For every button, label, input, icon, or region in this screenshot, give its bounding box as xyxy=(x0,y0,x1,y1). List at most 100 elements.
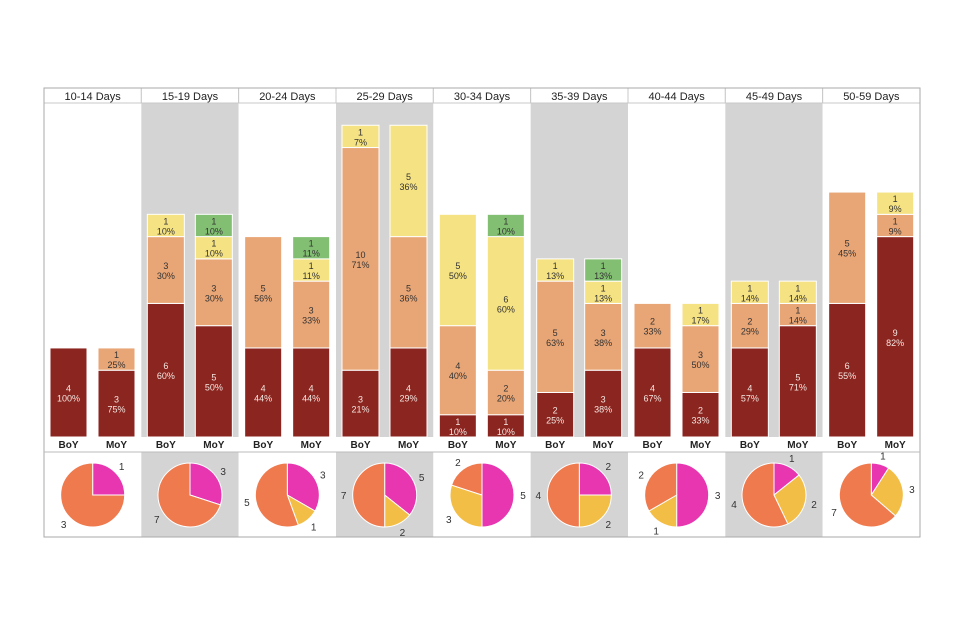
data-label-count: 5 xyxy=(795,372,800,382)
data-label-count: 5 xyxy=(406,172,411,182)
data-label-count: 1 xyxy=(601,261,606,271)
pie-label: 2 xyxy=(400,528,406,539)
data-label-percent: 21% xyxy=(351,405,369,415)
data-label-count: 3 xyxy=(114,395,119,405)
x-tick-label: MoY xyxy=(203,440,224,451)
data-label-count: 1 xyxy=(211,216,216,226)
data-label-percent: 71% xyxy=(789,382,807,392)
pie-label: 7 xyxy=(154,515,160,526)
data-label-percent: 33% xyxy=(302,316,320,326)
panel: 45-49 Days457%229%114%BoY571%114%114%MoY… xyxy=(724,87,824,537)
bar-segment xyxy=(194,213,233,238)
pie-slice xyxy=(578,462,612,496)
bar-segment xyxy=(681,302,720,327)
panel-title: 40-44 Days xyxy=(649,91,706,103)
pie-slice xyxy=(644,462,678,512)
data-label-count: 3 xyxy=(698,350,703,360)
panel-title: 45-49 Days xyxy=(746,91,803,103)
bar-segment xyxy=(633,347,672,438)
panel-title: 10-14 Days xyxy=(65,91,122,103)
bar-segment xyxy=(536,280,575,393)
x-tick-label: BoY xyxy=(448,440,468,451)
panel-title: 50-59 Days xyxy=(843,91,900,103)
bar-segment xyxy=(49,347,88,438)
x-tick-label: MoY xyxy=(495,440,516,451)
pie-slice xyxy=(773,474,807,525)
pie-label: 4 xyxy=(731,500,737,511)
data-label-percent: 56% xyxy=(254,293,272,303)
data-label-percent: 30% xyxy=(157,271,175,281)
bar-segment xyxy=(876,191,915,215)
data-label-count: 6 xyxy=(845,361,850,371)
x-tick-label: MoY xyxy=(301,440,322,451)
data-label-count: 1 xyxy=(163,216,168,226)
data-label-percent: 40% xyxy=(449,371,467,381)
panel: 30-34 Days110%440%550%BoY110%220%660%110… xyxy=(432,87,532,537)
data-label-percent: 38% xyxy=(594,338,612,348)
bar-segment xyxy=(584,302,623,371)
bar-segment xyxy=(584,369,623,438)
data-label-count: 6 xyxy=(163,361,168,371)
data-label-percent: 14% xyxy=(789,316,807,326)
data-label-percent: 10% xyxy=(497,427,515,437)
pie-slice xyxy=(189,462,223,506)
data-label-percent: 11% xyxy=(302,249,319,259)
data-label-count: 1 xyxy=(893,194,898,204)
data-label-count: 4 xyxy=(406,383,411,393)
x-tick-label: BoY xyxy=(740,440,760,451)
pie-label: 2 xyxy=(455,458,461,469)
data-label-count: 4 xyxy=(455,361,460,371)
bar-segment xyxy=(244,347,283,438)
data-label-percent: 9% xyxy=(889,204,902,214)
data-label-count: 3 xyxy=(309,306,314,316)
data-label-percent: 60% xyxy=(157,371,175,381)
pie-label: 5 xyxy=(244,498,250,509)
panel: 35-39 Days225%563%113%BoY338%338%113%113… xyxy=(530,87,629,537)
pie-slice xyxy=(481,462,515,528)
data-label-count: 4 xyxy=(747,383,752,393)
pie-slice xyxy=(838,462,897,528)
data-label-count: 5 xyxy=(261,283,266,293)
data-label-count: 1 xyxy=(795,306,800,316)
data-label-percent: 10% xyxy=(449,427,467,437)
bar-segment xyxy=(97,347,136,371)
pie-slice xyxy=(157,462,222,528)
bar-segment xyxy=(536,391,575,438)
bar-segment xyxy=(292,347,331,438)
pie-label: 3 xyxy=(446,515,452,526)
data-label-count: 2 xyxy=(747,317,752,327)
data-label-percent: 25% xyxy=(546,416,564,426)
data-label-percent: 29% xyxy=(741,327,759,337)
bar-segment xyxy=(438,213,477,327)
pie-label: 2 xyxy=(811,500,817,511)
bar-segment xyxy=(146,236,185,304)
bar-segment xyxy=(730,302,769,349)
data-label-count: 5 xyxy=(406,283,411,293)
data-label-percent: 33% xyxy=(691,416,709,426)
x-tick-label: BoY xyxy=(156,440,176,451)
pie-slice xyxy=(450,462,483,496)
panel-title: 35-39 Days xyxy=(551,91,608,103)
data-label-count: 4 xyxy=(650,383,655,393)
data-label-percent: 13% xyxy=(594,271,612,281)
bar-segment xyxy=(292,236,331,260)
panel: 15-19 Days660%330%110%BoY550%330%110%110… xyxy=(140,87,240,537)
panel: 25-29 Days321%1071%17%BoY429%536%536%MoY… xyxy=(335,87,434,539)
x-tick-label: MoY xyxy=(690,440,711,451)
data-label-count: 2 xyxy=(650,317,655,327)
data-label-percent: 50% xyxy=(691,360,709,370)
x-tick-label: BoY xyxy=(545,440,565,451)
panel-title: 30-34 Days xyxy=(454,91,511,103)
data-label-count: 3 xyxy=(601,395,606,405)
pie-slice xyxy=(286,462,320,512)
pie-slice xyxy=(741,462,789,528)
data-label-count: 3 xyxy=(601,328,606,338)
pie-slice xyxy=(384,462,418,516)
pie-label: 3 xyxy=(909,485,915,496)
data-label-percent: 44% xyxy=(302,393,320,403)
x-tick-label: BoY xyxy=(643,440,663,451)
data-label-percent: 55% xyxy=(838,371,856,381)
bar-segment xyxy=(778,325,817,438)
data-label-percent: 71% xyxy=(351,260,369,270)
chart-frame xyxy=(43,87,921,538)
